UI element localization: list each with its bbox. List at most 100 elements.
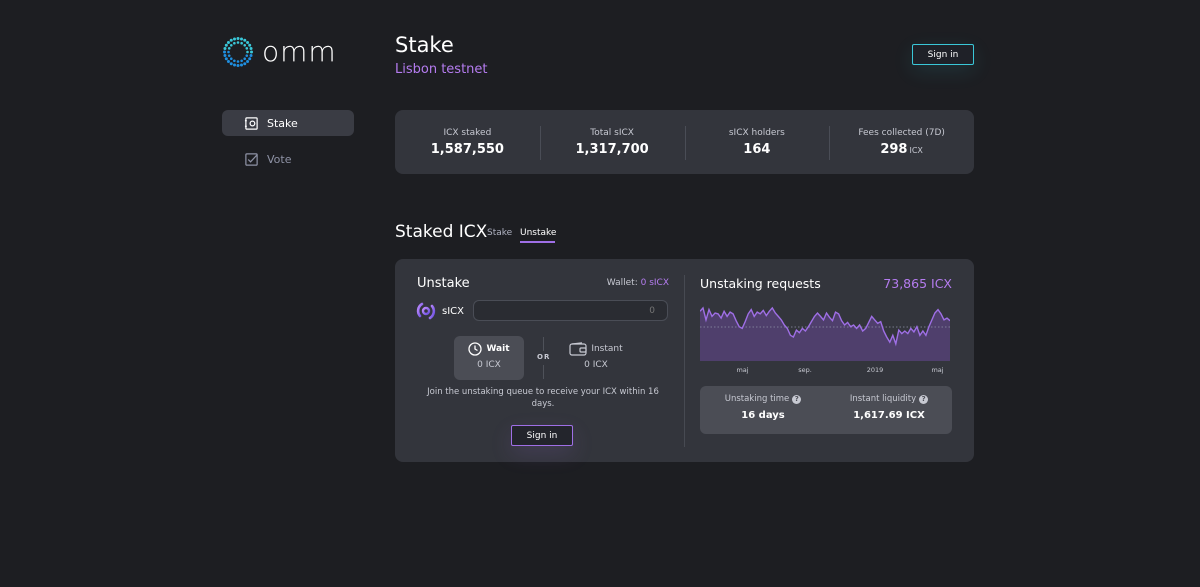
help-icon[interactable]: ? bbox=[792, 394, 802, 404]
wallet-value: 0 sICX bbox=[640, 278, 669, 288]
logo-dot bbox=[223, 50, 226, 54]
clock-icon bbox=[468, 342, 483, 356]
sidebar-item-vote[interactable]: Vote bbox=[222, 146, 354, 172]
logo-dot bbox=[233, 37, 237, 41]
network-label: Lisbon testnet bbox=[395, 62, 488, 77]
instant-liquidity-value: 1,617.69 ICX bbox=[853, 410, 925, 421]
stat-label: Fees collected (7D) bbox=[858, 127, 945, 138]
wallet-icon bbox=[569, 342, 587, 356]
wait-label: Wait bbox=[486, 344, 510, 354]
unstake-title: Unstake bbox=[417, 276, 470, 291]
unstake-description: Join the unstaking queue to receive your… bbox=[427, 387, 659, 409]
checkbox-icon bbox=[245, 152, 258, 166]
or-divider-top bbox=[543, 337, 544, 351]
unstaking-requests-chart: maj sep. 2019 maj bbox=[700, 306, 950, 374]
requests-title: Unstaking requests bbox=[700, 276, 821, 291]
logo-dot bbox=[246, 40, 250, 44]
section-title: Staked ICX bbox=[395, 222, 488, 242]
chart-x-tick-label: sep. bbox=[798, 366, 812, 374]
logo-dot bbox=[236, 60, 240, 63]
logo-dot bbox=[233, 41, 236, 45]
stat-label: ICX staked bbox=[443, 127, 492, 138]
logo-dot bbox=[250, 50, 253, 54]
stat-label: Total sICX bbox=[590, 127, 634, 138]
header-sign-in-button[interactable]: Sign in bbox=[912, 44, 974, 65]
instant-liquidity: Instant liquidity ? 1,617.69 ICX bbox=[826, 386, 952, 434]
wallet-label: Wallet: bbox=[606, 278, 638, 288]
logo-dot bbox=[229, 62, 233, 66]
instant-option[interactable]: Instant 0 ICX bbox=[561, 336, 631, 380]
omm-logo[interactable]: omm bbox=[222, 36, 337, 68]
wait-option-head: Wait bbox=[454, 342, 524, 356]
stat-unit: ICX bbox=[909, 145, 923, 155]
unstake-amount-input[interactable] bbox=[473, 300, 668, 321]
unstake-sign-in-button[interactable]: Sign in bbox=[511, 425, 573, 446]
logo-dot bbox=[224, 43, 228, 47]
sidebar-item-label: Vote bbox=[267, 152, 292, 166]
chart-x-tick-label: maj bbox=[931, 366, 943, 374]
requests-total: 73,865 ICX bbox=[883, 276, 952, 291]
logo-dot bbox=[243, 38, 247, 42]
or-divider-bottom bbox=[543, 365, 544, 379]
instant-label: Instant bbox=[591, 344, 623, 354]
panel-divider bbox=[684, 275, 685, 447]
logo-dot bbox=[239, 63, 243, 67]
stat-sicx-holders: sICX holders 164 bbox=[684, 125, 830, 160]
sidebar-item-label: Stake bbox=[267, 116, 298, 130]
stat-value: 1,317,700 bbox=[575, 141, 649, 157]
tab-unstake[interactable]: Unstake bbox=[520, 228, 557, 238]
logo-dot bbox=[246, 60, 250, 64]
label-text: Unstaking time bbox=[724, 394, 790, 404]
logo-dot bbox=[226, 60, 230, 64]
logo-dot bbox=[227, 47, 231, 50]
logo-dot bbox=[246, 50, 249, 54]
page-title: Stake bbox=[395, 33, 454, 57]
stat-icx-staked: ICX staked 1,587,550 bbox=[395, 128, 540, 157]
logo-dot bbox=[248, 57, 252, 61]
logo-dot bbox=[240, 59, 243, 63]
help-icon[interactable]: ? bbox=[919, 394, 929, 404]
unstaking-time-value: 16 days bbox=[741, 410, 785, 421]
logo-dot bbox=[229, 38, 233, 42]
or-separator: OR bbox=[537, 353, 551, 361]
stat-total-sicx: Total sICX 1,317,700 bbox=[539, 125, 685, 160]
chart-area-fill bbox=[700, 307, 950, 361]
stats-bar: ICX staked 1,587,550 Total sICX 1,317,70… bbox=[395, 110, 974, 174]
logo-dot bbox=[236, 37, 240, 40]
token-label: sICX bbox=[442, 306, 464, 317]
chart-x-tick-label: 2019 bbox=[867, 366, 884, 374]
logo-ring-icon bbox=[223, 37, 253, 67]
logo-dot bbox=[236, 64, 240, 67]
stat-label: sICX holders bbox=[728, 127, 785, 138]
logo-dot bbox=[243, 57, 247, 61]
stat-fees-collected: Fees collected (7D) 298 ICX bbox=[829, 125, 974, 160]
unstake-panel: Unstake Wallet: 0 sICX sICX Wait 0 ICX O… bbox=[395, 259, 974, 462]
logo-dot bbox=[229, 43, 233, 47]
label-text: Instant liquidity bbox=[849, 394, 917, 404]
logo-dot bbox=[223, 47, 227, 51]
tab-stake[interactable]: Stake bbox=[487, 228, 513, 238]
sidebar-item-stake[interactable]: Stake bbox=[222, 110, 354, 136]
unstaking-time-label: Unstaking time ? bbox=[700, 394, 826, 404]
brand-name: omm bbox=[262, 35, 337, 68]
logo-dot bbox=[223, 53, 227, 57]
logo-dot bbox=[233, 59, 236, 63]
wait-option[interactable]: Wait 0 ICX bbox=[454, 336, 524, 380]
instant-liquidity-label: Instant liquidity ? bbox=[826, 394, 952, 404]
logo-dot bbox=[249, 53, 253, 57]
chart-x-tick-label: maj bbox=[736, 366, 748, 374]
wait-value: 0 ICX bbox=[477, 360, 501, 370]
instant-value: 0 ICX bbox=[584, 360, 608, 370]
logo-dot bbox=[233, 63, 237, 67]
unstaking-time: Unstaking time ? 16 days bbox=[700, 386, 826, 434]
chart-series-line bbox=[700, 306, 950, 347]
logo-dot bbox=[227, 54, 231, 57]
logo-dot bbox=[229, 57, 233, 61]
logo-dot bbox=[245, 47, 249, 50]
sicx-token-icon bbox=[416, 302, 436, 320]
logo-dot bbox=[239, 37, 243, 41]
logo-dot bbox=[245, 54, 249, 57]
logo-dot bbox=[227, 50, 230, 54]
wallet-balance: Wallet: 0 sICX bbox=[607, 278, 669, 288]
stat-number: 298 bbox=[880, 141, 908, 157]
